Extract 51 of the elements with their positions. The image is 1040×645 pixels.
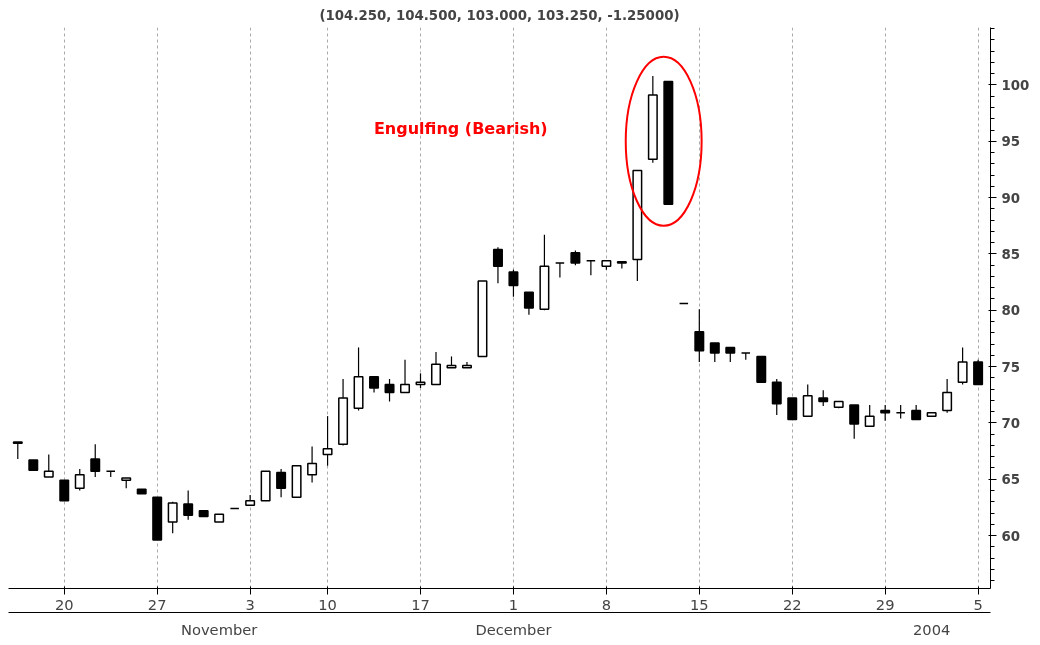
y-tick-label: 100 [1001, 77, 1030, 93]
x-tick-label: 27 [147, 595, 167, 613]
x-tick-label: 29 [875, 595, 895, 613]
x-tick-label: 10 [318, 595, 337, 613]
x-tick-label: 3 [245, 595, 255, 613]
x-tick-label: 8 [601, 595, 612, 613]
candlestick [43, 453, 54, 478]
x-tick-label: 20 [54, 595, 74, 613]
y-tick-label: 75 [1001, 359, 1021, 375]
candlestick [307, 445, 318, 484]
candlestick [973, 359, 984, 386]
candlestick [864, 404, 875, 428]
candlestick [384, 378, 395, 403]
y-tick-label: 90 [1001, 190, 1021, 206]
candlestick [787, 397, 798, 421]
x-tick-label: 5 [973, 595, 983, 613]
x-tick-label: 17 [411, 595, 430, 613]
y-tick-label: 85 [1001, 246, 1021, 262]
candlestick [709, 342, 720, 363]
candlestick [430, 351, 441, 386]
candlestick [400, 359, 411, 394]
candlestick [957, 346, 968, 386]
candlestick [322, 415, 333, 467]
chart-title: (104.250, 104.500, 103.000, 103.250, -1.25000) [319, 7, 680, 23]
x-tick-label: 22 [782, 595, 802, 613]
candlestick [771, 378, 782, 416]
text: 2004 [912, 620, 951, 638]
candlestick [492, 246, 503, 284]
candlestick [942, 378, 953, 414]
candlestick [523, 291, 534, 316]
candlestick [59, 479, 70, 502]
y-tick-label: 95 [1001, 134, 1021, 150]
candlestick [74, 468, 85, 492]
y-tick-label: 65 [1001, 472, 1021, 488]
text: November [181, 620, 259, 638]
x-tick-label: 1 [508, 595, 519, 613]
candlestick [167, 501, 178, 534]
y-tick-label: 80 [1001, 303, 1021, 319]
candlestick [183, 489, 194, 521]
y-tick-label: 70 [1001, 415, 1021, 431]
annotation: Engulfing (Bearish) [373, 118, 548, 138]
x-tick-label: 15 [689, 595, 709, 613]
candlestick [616, 261, 627, 270]
y-tick-label: 60 [1001, 528, 1021, 544]
candlestick [508, 269, 519, 298]
text: December [475, 620, 553, 638]
candlestick [90, 443, 101, 478]
candlestick [849, 404, 860, 440]
candlestick [694, 308, 705, 363]
candlestick [276, 468, 287, 498]
candlestick [802, 384, 813, 417]
